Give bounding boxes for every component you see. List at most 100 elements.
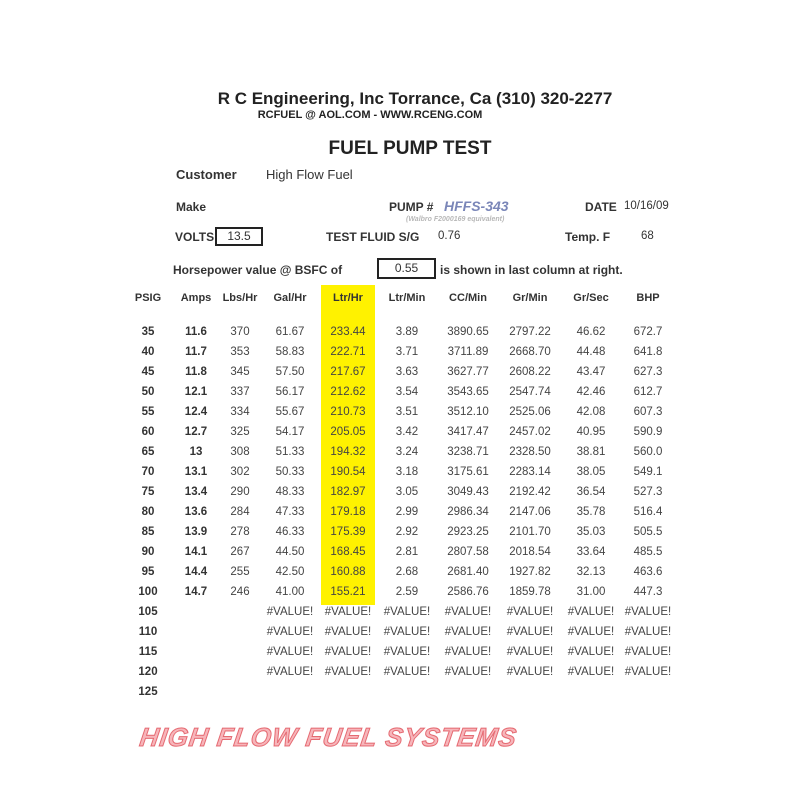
cell-ltr-min: #VALUE! xyxy=(383,606,431,618)
cell-cc-min: 2807.58 xyxy=(447,546,489,558)
cell-gal-hr: 48.33 xyxy=(275,486,305,498)
cell-bhp: 641.8 xyxy=(633,346,663,358)
cell-gal-hr: #VALUE! xyxy=(266,646,314,658)
cell-cc-min: #VALUE! xyxy=(444,646,492,658)
cell-psig: 120 xyxy=(138,666,158,678)
cell-ltr-hr: 168.45 xyxy=(330,546,366,558)
cell-ltr-hr: 179.18 xyxy=(330,506,366,518)
cell-amps: 11.6 xyxy=(185,326,207,338)
cell-amps: 11.7 xyxy=(185,346,207,358)
cell-ltr-hr: 233.44 xyxy=(330,326,366,338)
cell-psig: 65 xyxy=(141,446,155,458)
cell-ltr-min: 3.71 xyxy=(395,346,419,358)
cell-cc-min: 2681.40 xyxy=(447,566,489,578)
cell-ltr-min: 3.54 xyxy=(395,386,419,398)
cell-ltr-min: #VALUE! xyxy=(383,666,431,678)
cell-gr-sec: #VALUE! xyxy=(567,626,615,638)
cell-gal-hr: 61.67 xyxy=(275,326,305,338)
volts-value: 13.5 xyxy=(215,227,263,246)
cell-cc-min: 2923.25 xyxy=(447,526,489,538)
cell-ltr-hr: 217.67 xyxy=(330,366,366,378)
cell-gal-hr: 50.33 xyxy=(275,466,305,478)
cell-gal-hr: 56.17 xyxy=(275,386,305,398)
cell-gal-hr: 46.33 xyxy=(275,526,305,538)
cell-gr-sec: 43.47 xyxy=(576,366,606,378)
cell-gr-min: 2018.54 xyxy=(509,546,551,558)
company-header: R C Engineering, Inc Torrance, Ca (310) … xyxy=(217,89,613,108)
cell-gr-min: 2147.06 xyxy=(509,506,551,518)
cell-ltr-hr: 205.05 xyxy=(330,426,366,438)
cell-amps: 14.1 xyxy=(184,546,208,558)
cell-cc-min: 3890.65 xyxy=(447,326,489,338)
cell-gr-min: 2192.42 xyxy=(509,486,551,498)
customer-value: High Flow Fuel xyxy=(266,167,353,182)
cell-gr-sec: 40.95 xyxy=(576,426,606,438)
cell-bhp: #VALUE! xyxy=(624,606,672,618)
column-header-ltr-hr: Ltr/Hr xyxy=(333,292,363,304)
cell-ltr-min: 2.81 xyxy=(395,546,419,558)
volts-label: VOLTS xyxy=(175,230,215,244)
cell-gr-sec: 36.54 xyxy=(576,486,606,498)
cell-ltr-hr: #VALUE! xyxy=(324,606,372,618)
bsfc-label: Horsepower value @ BSFC of xyxy=(173,263,343,277)
cell-ltr-hr: #VALUE! xyxy=(324,646,372,658)
cell-ltr-hr: 194.32 xyxy=(330,446,366,458)
cell-gr-sec: #VALUE! xyxy=(567,646,615,658)
cell-cc-min: 3238.71 xyxy=(447,446,489,458)
cell-psig: 85 xyxy=(141,526,155,538)
cell-cc-min: 3175.61 xyxy=(447,466,489,478)
cell-ltr-min: 2.92 xyxy=(395,526,419,538)
cell-bhp: 672.7 xyxy=(633,326,663,338)
cell-psig: 55 xyxy=(141,406,155,418)
column-header-amps: Amps xyxy=(180,292,212,304)
cell-gr-sec: 35.78 xyxy=(576,506,606,518)
cell-gal-hr: 44.50 xyxy=(275,546,305,558)
cell-bhp: 549.1 xyxy=(633,466,663,478)
pump-label: PUMP # xyxy=(389,200,434,214)
cell-cc-min: 3512.10 xyxy=(447,406,489,418)
cell-ltr-hr: 155.21 xyxy=(330,586,366,598)
bsfc-value: 0.55 xyxy=(377,258,436,279)
cell-lbs-hr: 353 xyxy=(230,346,250,358)
cell-bhp: 485.5 xyxy=(633,546,663,558)
cell-gr-sec: 38.05 xyxy=(576,466,606,478)
document-title: FUEL PUMP TEST xyxy=(328,138,492,159)
column-header-gal-hr: Gal/Hr xyxy=(273,292,307,304)
cell-psig: 110 xyxy=(138,626,158,638)
date-value: 10/16/09 xyxy=(624,200,669,212)
cell-gr-min: 2547.74 xyxy=(509,386,551,398)
pump-note: (Walbro F2000169 equivalent) xyxy=(406,216,505,223)
cell-gr-sec: 32.13 xyxy=(576,566,606,578)
cell-bhp: 527.3 xyxy=(633,486,663,498)
column-header-bhp: BHP xyxy=(636,292,660,304)
date-label: DATE xyxy=(585,200,617,214)
cell-bhp: 447.3 xyxy=(633,586,663,598)
cell-psig: 50 xyxy=(141,386,155,398)
cell-bhp: 516.4 xyxy=(633,506,663,518)
cell-gal-hr: 58.83 xyxy=(275,346,305,358)
cell-gr-sec: #VALUE! xyxy=(567,666,615,678)
cell-bhp: #VALUE! xyxy=(624,646,672,658)
cell-lbs-hr: 308 xyxy=(230,446,250,458)
cell-gal-hr: 54.17 xyxy=(275,426,305,438)
cell-ltr-hr: 160.88 xyxy=(330,566,366,578)
cell-gr-sec: #VALUE! xyxy=(567,606,615,618)
column-header-ltr-min: Ltr/Min xyxy=(388,292,426,304)
cell-ltr-min: 3.42 xyxy=(395,426,419,438)
cell-ltr-min: 2.68 xyxy=(395,566,419,578)
pump-value: HFFS-343 xyxy=(444,198,509,214)
cell-lbs-hr: 325 xyxy=(230,426,250,438)
cell-psig: 60 xyxy=(141,426,155,438)
cell-lbs-hr: 267 xyxy=(230,546,250,558)
cell-gr-min: 1927.82 xyxy=(509,566,551,578)
cell-bhp: 463.6 xyxy=(633,566,663,578)
cell-gr-min: 2608.22 xyxy=(509,366,551,378)
cell-gal-hr: 51.33 xyxy=(275,446,305,458)
cell-gr-min: #VALUE! xyxy=(506,626,554,638)
cell-ltr-hr: #VALUE! xyxy=(324,626,372,638)
cell-ltr-hr: 190.54 xyxy=(330,466,366,478)
cell-amps: 14.4 xyxy=(184,566,208,578)
cell-amps: 14.7 xyxy=(184,586,208,598)
cell-psig: 40 xyxy=(141,346,155,358)
make-label: Make xyxy=(176,200,207,214)
